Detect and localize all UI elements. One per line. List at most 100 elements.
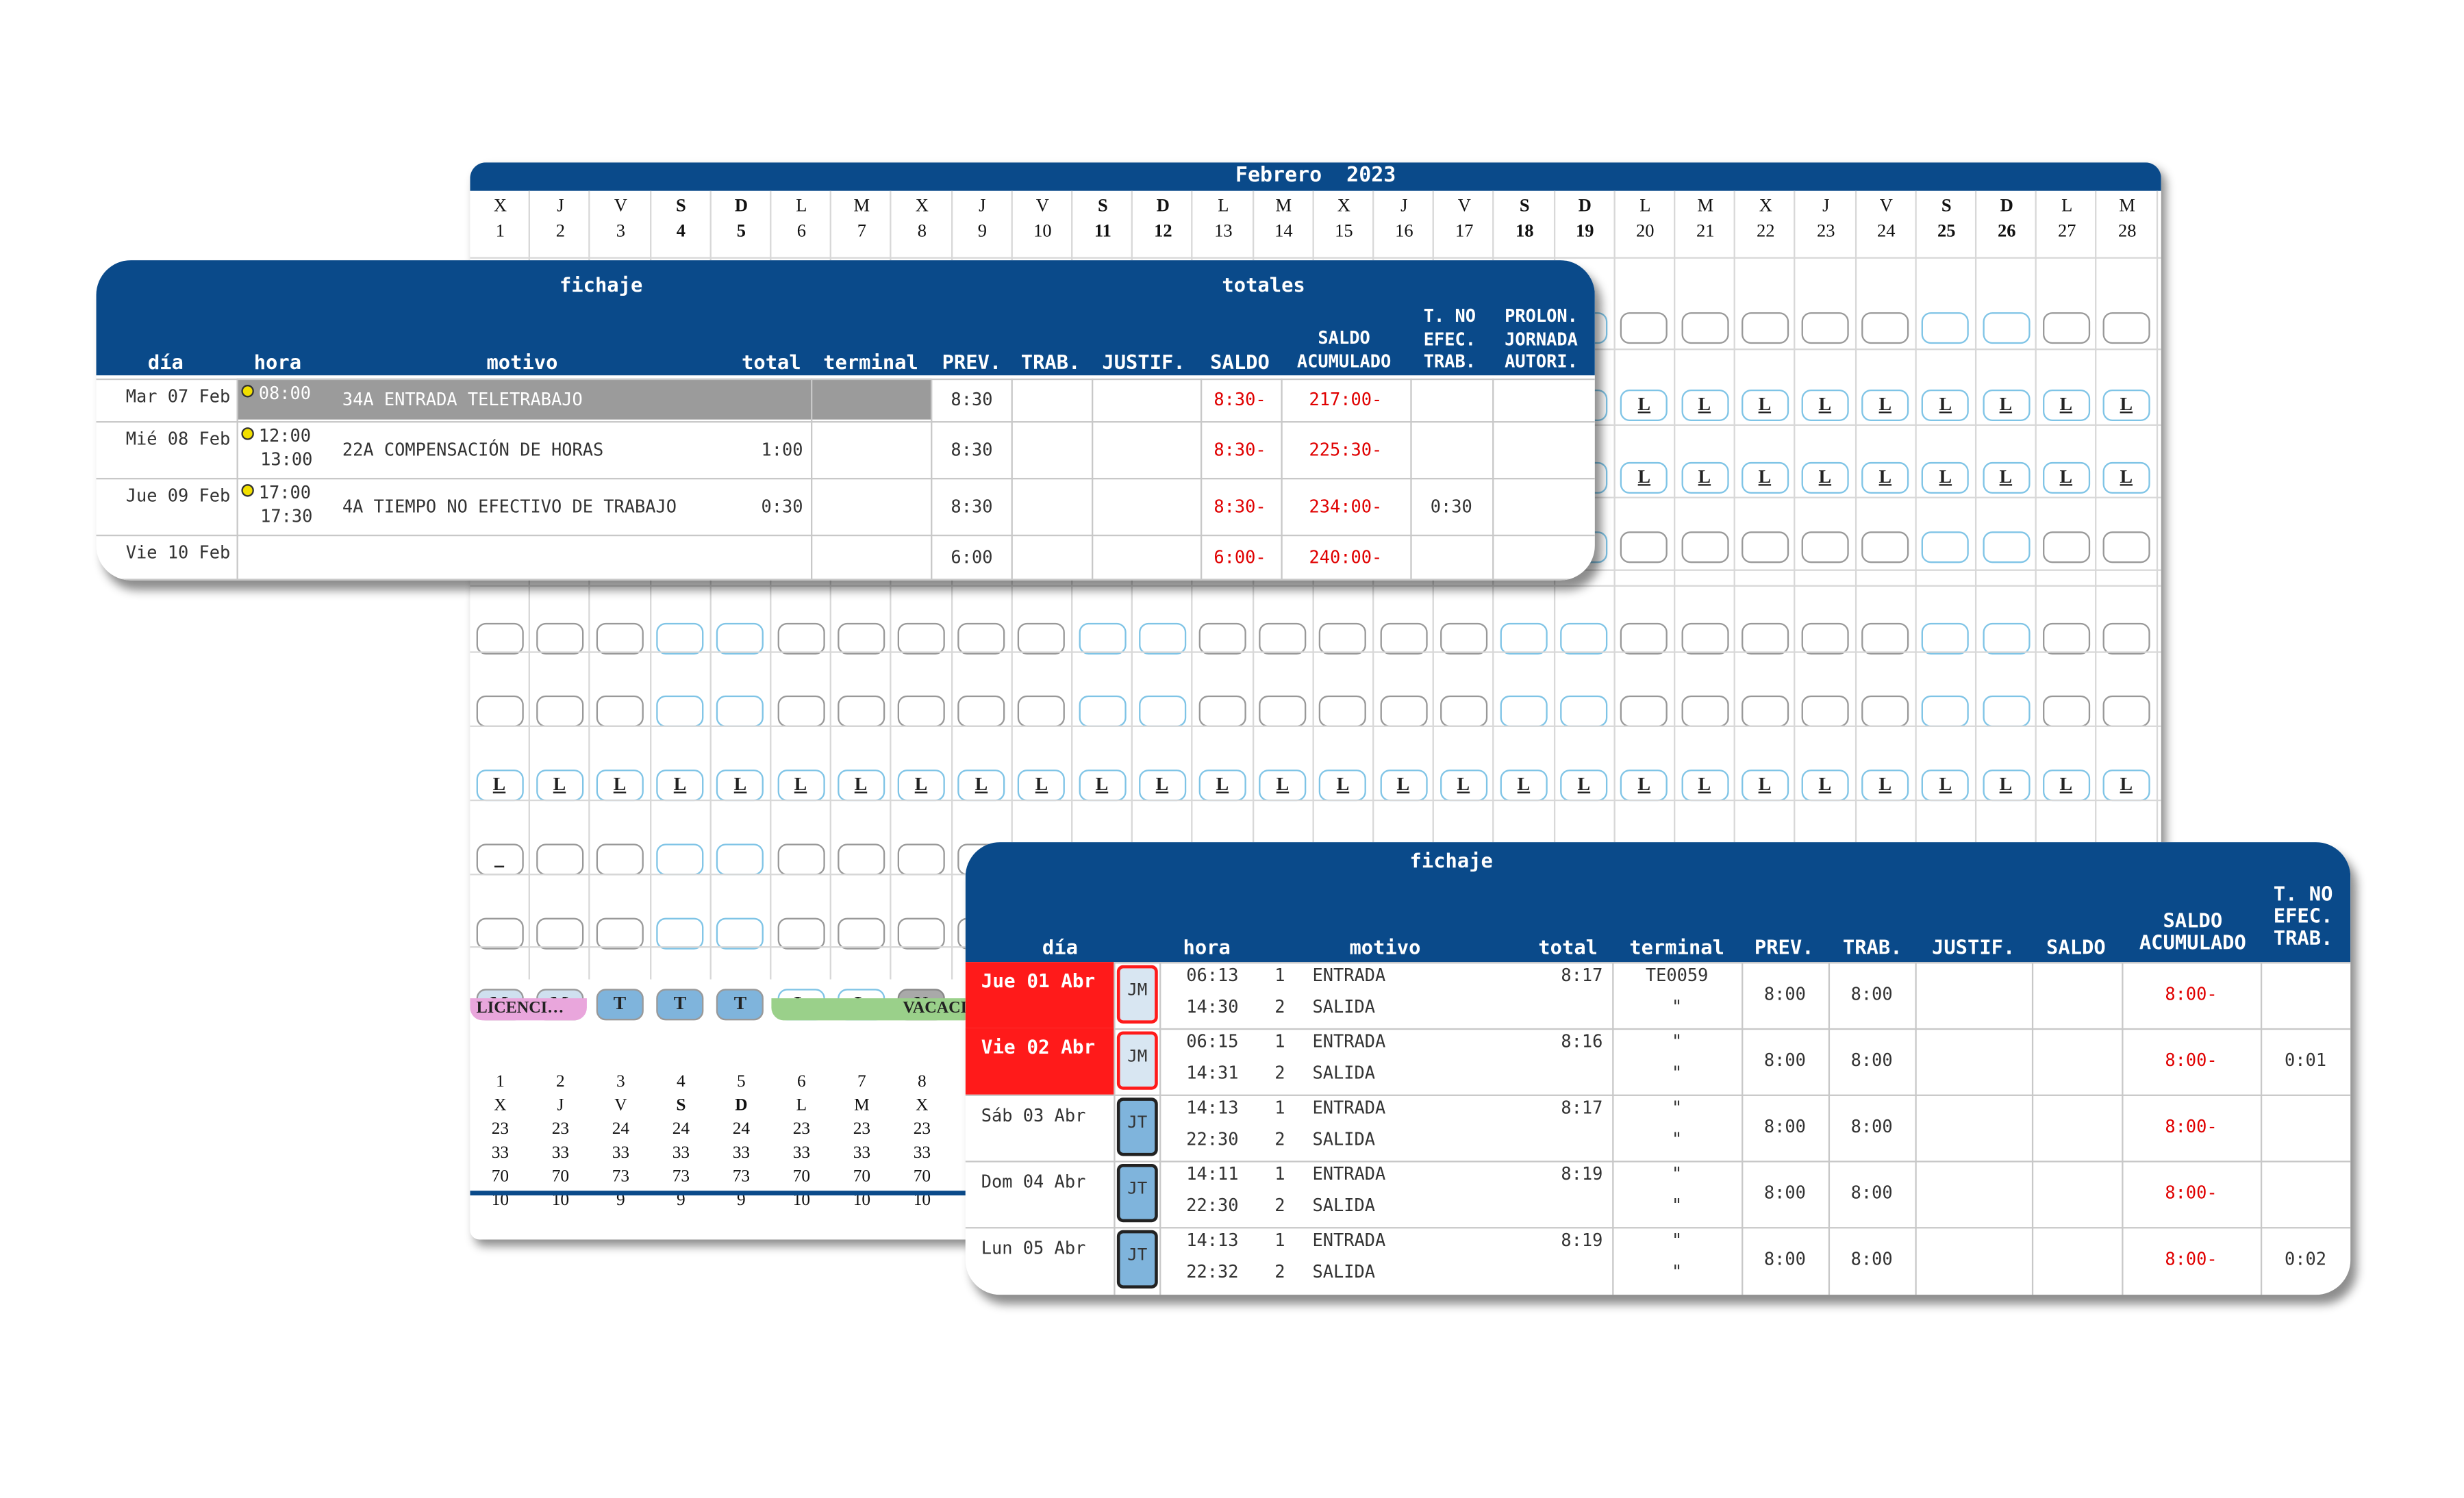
shift-badge[interactable]: JM (1116, 1031, 1158, 1090)
day-cell[interactable] (1078, 622, 1126, 655)
day-cell-l[interactable]: L (957, 770, 1005, 802)
day-cell-l[interactable]: L (1620, 461, 1668, 494)
day-cell[interactable] (1379, 695, 1427, 727)
day-cell-l[interactable]: L (1922, 461, 1970, 494)
day-cell[interactable] (1922, 695, 1970, 727)
day-cell[interactable] (2102, 695, 2150, 727)
day-cell[interactable] (1198, 622, 1246, 655)
day-cell[interactable] (596, 622, 644, 655)
day-cell-l[interactable]: L (1198, 770, 1246, 802)
day-cell[interactable] (897, 843, 945, 876)
shift-badge[interactable]: JM (1116, 965, 1158, 1024)
day-cell[interactable] (1922, 531, 1970, 563)
day-cell-l[interactable]: L (1741, 461, 1789, 494)
day-cell[interactable] (1440, 622, 1487, 655)
day-cell[interactable] (777, 917, 825, 950)
day-cell-l[interactable]: L (2102, 461, 2150, 494)
day-cell-l[interactable]: L (1018, 770, 1066, 802)
day-cell[interactable] (1922, 312, 1970, 344)
day-cell[interactable] (1982, 312, 2030, 344)
shift-badge[interactable]: JT (1116, 1097, 1158, 1156)
day-cell-l[interactable]: L (1078, 770, 1126, 802)
day-cell-l[interactable]: L (1801, 461, 1849, 494)
day-cell[interactable] (656, 622, 704, 655)
day-cell-l[interactable]: L (1801, 770, 1849, 802)
day-cell-l[interactable]: L (1319, 770, 1367, 802)
day-cell-l[interactable]: L (777, 770, 825, 802)
day-cell[interactable] (1620, 695, 1668, 727)
shift-cell[interactable]: T (716, 989, 764, 1021)
day-cell[interactable] (1861, 531, 1909, 563)
day-cell-l[interactable]: L (596, 770, 644, 802)
day-cell[interactable] (716, 695, 764, 727)
day-cell[interactable] (656, 843, 704, 876)
day-cell[interactable] (1138, 695, 1186, 727)
day-cell[interactable] (475, 917, 523, 950)
day-cell[interactable] (897, 917, 945, 950)
day-cell[interactable] (1982, 531, 2030, 563)
day-cell[interactable] (1018, 622, 1066, 655)
day-cell[interactable] (1500, 622, 1548, 655)
shift-badge[interactable]: JT (1116, 1230, 1158, 1288)
day-cell-l[interactable]: L (1681, 770, 1728, 802)
day-cell[interactable] (475, 695, 523, 727)
day-cell[interactable] (1861, 312, 1909, 344)
day-cell[interactable] (1741, 622, 1789, 655)
day-cell[interactable] (1560, 695, 1608, 727)
day-cell[interactable] (777, 622, 825, 655)
day-cell[interactable] (1982, 695, 2030, 727)
day-cell[interactable] (536, 695, 583, 727)
day-cell[interactable] (837, 695, 885, 727)
day-cell[interactable] (656, 917, 704, 950)
day-cell[interactable] (475, 622, 523, 655)
day-cell[interactable] (1018, 695, 1066, 727)
day-cell[interactable] (1560, 622, 1608, 655)
day-cell[interactable] (1801, 312, 1849, 344)
day-cell[interactable] (777, 843, 825, 876)
day-cell[interactable] (1741, 695, 1789, 727)
day-cell[interactable] (2042, 695, 2090, 727)
day-cell[interactable] (1259, 622, 1307, 655)
day-cell[interactable] (596, 695, 644, 727)
day-cell-l[interactable]: L (1741, 770, 1789, 802)
day-cell[interactable] (1861, 695, 1909, 727)
day-cell-l[interactable]: L (1560, 770, 1608, 802)
day-cell-l[interactable]: L (1982, 770, 2030, 802)
day-cell[interactable] (1681, 622, 1728, 655)
day-cell-l[interactable]: L (2042, 770, 2090, 802)
day-cell[interactable] (897, 622, 945, 655)
day-cell-l[interactable]: L (656, 770, 704, 802)
day-cell[interactable] (536, 622, 583, 655)
day-cell[interactable] (1379, 622, 1427, 655)
day-cell[interactable] (2042, 312, 2090, 344)
day-cell-l[interactable]: L (1379, 770, 1427, 802)
day-cell[interactable] (1861, 622, 1909, 655)
shift-cell[interactable]: T (596, 989, 644, 1021)
day-cell-l[interactable]: L (1861, 389, 1909, 422)
day-cell[interactable] (1500, 695, 1548, 727)
day-cell[interactable] (1741, 312, 1789, 344)
day-cell[interactable] (1319, 695, 1367, 727)
day-cell[interactable] (1138, 622, 1186, 655)
day-cell[interactable] (1319, 622, 1367, 655)
day-cell-l[interactable]: L (475, 770, 523, 802)
day-cell-l[interactable]: L (1861, 770, 1909, 802)
day-cell[interactable] (1801, 695, 1849, 727)
day-cell[interactable] (1922, 622, 1970, 655)
day-cell-l[interactable]: L (837, 770, 885, 802)
day-cell-l[interactable]: L (1620, 770, 1668, 802)
day-cell-l[interactable]: L (2042, 389, 2090, 422)
day-cell[interactable] (1440, 695, 1487, 727)
day-cell[interactable] (1198, 695, 1246, 727)
day-cell[interactable] (837, 843, 885, 876)
day-cell[interactable] (716, 917, 764, 950)
day-cell-l[interactable]: L (1801, 389, 1849, 422)
day-cell[interactable] (536, 843, 583, 876)
day-cell[interactable] (957, 622, 1005, 655)
day-cell[interactable] (837, 622, 885, 655)
day-cell[interactable] (536, 917, 583, 950)
day-cell[interactable] (1078, 695, 1126, 727)
day-cell[interactable] (2042, 622, 2090, 655)
day-cell[interactable] (897, 695, 945, 727)
day-cell[interactable] (837, 917, 885, 950)
